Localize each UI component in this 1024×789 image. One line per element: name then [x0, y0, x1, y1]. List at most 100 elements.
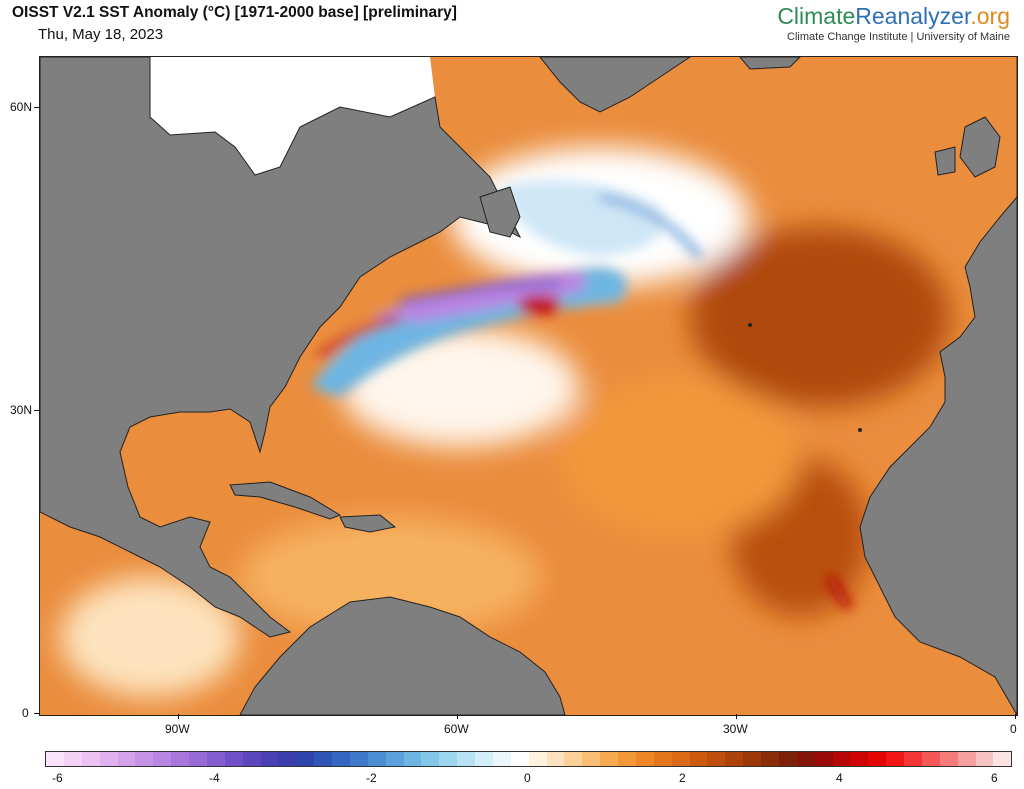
- colorbar-label: 0: [524, 771, 531, 785]
- colorbar-swatch: [725, 752, 744, 766]
- lon-label-30w: 30W: [723, 722, 748, 736]
- colorbar-swatch: [332, 752, 350, 766]
- colorbar-swatch: [832, 752, 851, 766]
- colorbar-swatch: [81, 752, 100, 766]
- colorbar-swatch: [761, 752, 779, 766]
- gulf-stream-anomaly: [310, 180, 854, 611]
- land-iceland: [739, 57, 801, 70]
- colorbar-swatch: [778, 752, 797, 766]
- brand-logo[interactable]: ClimateReanalyzer.org: [777, 3, 1010, 30]
- colorbar-swatch: [99, 752, 118, 766]
- land-greenland: [539, 57, 691, 113]
- canary-islands: [858, 428, 862, 432]
- lon-label-0: 0: [1010, 722, 1017, 736]
- brand-subtitle: Climate Change Institute | University of…: [787, 31, 1010, 43]
- colorbar-swatch: [349, 752, 368, 766]
- colorbar-swatch: [457, 752, 475, 766]
- colorbar-swatch: [886, 752, 904, 766]
- lat-label-60n: 60N: [10, 100, 33, 114]
- lon-label-60w: 60W: [444, 722, 469, 736]
- colorbar-swatch: [63, 752, 82, 766]
- colorbar-swatch: [296, 752, 315, 766]
- colorbar-swatch: [904, 752, 922, 766]
- colorbar-swatch: [153, 752, 172, 766]
- colorbar-swatch: [117, 752, 136, 766]
- land-europe-africa: [859, 57, 1017, 715]
- colorbar-label: -4: [209, 771, 220, 785]
- land-north-america: [40, 57, 522, 638]
- colorbar-swatch: [171, 752, 189, 766]
- brand-part2: Reanalyzer: [855, 3, 971, 29]
- colorbar-swatch: [278, 752, 297, 766]
- map-svg: [40, 57, 1017, 715]
- lon-tick: [736, 714, 737, 719]
- colorbar-swatch: [224, 752, 243, 766]
- colorbar-swatch: [796, 752, 815, 766]
- colorbar-swatch: [868, 752, 887, 766]
- colorbar-swatch: [921, 752, 940, 766]
- lat-label-30n: 30N: [10, 403, 33, 417]
- colorbar-swatch: [260, 752, 279, 766]
- colorbar-swatch: [475, 752, 493, 766]
- land-south-america: [239, 596, 566, 715]
- land-ireland: [934, 146, 956, 176]
- brand-part1: Climate: [777, 3, 856, 29]
- colorbar-swatch: [385, 752, 404, 766]
- colorbar-swatch: [546, 752, 565, 766]
- colorbar-swatch: [492, 752, 511, 766]
- lat-tick: [34, 713, 39, 714]
- colorbar-swatch: [957, 752, 976, 766]
- brand-part3: .org: [970, 3, 1010, 29]
- colorbar-swatch: [242, 752, 261, 766]
- colorbar-swatch: [635, 752, 654, 766]
- colorbar-swatch: [689, 752, 708, 766]
- lon-tick: [178, 714, 179, 719]
- azores: [748, 323, 752, 327]
- colorbar-swatch: [743, 752, 761, 766]
- colorbar-swatch: [367, 752, 386, 766]
- colorbar-swatch: [403, 752, 422, 766]
- lat-tick: [34, 410, 39, 411]
- colorbar-swatch: [189, 752, 207, 766]
- colorbar-swatch: [671, 752, 690, 766]
- colorbar-swatch: [939, 752, 958, 766]
- colorbar-swatch: [421, 752, 440, 766]
- colorbar-label: 4: [836, 771, 843, 785]
- colorbar-label: -2: [366, 771, 377, 785]
- land-hispaniola: [339, 514, 397, 533]
- colorbar-swatch: [814, 752, 833, 766]
- colorbar-label: 2: [679, 771, 686, 785]
- colorbar-swatch: [564, 752, 583, 766]
- colorbar-swatch: [439, 752, 458, 766]
- colorbar: [45, 751, 1012, 767]
- chart-date: Thu, May 18, 2023: [38, 26, 164, 43]
- colorbar-swatch: [618, 752, 636, 766]
- lat-tick: [34, 107, 39, 108]
- colorbar-swatch: [850, 752, 869, 766]
- colorbar-swatch: [653, 752, 672, 766]
- colorbar-swatch: [314, 752, 332, 766]
- ice-region: [150, 57, 435, 175]
- land-british-isles: [959, 116, 1001, 178]
- colorbar-label: -6: [52, 771, 63, 785]
- colorbar-swatch: [206, 752, 225, 766]
- colorbar-swatch: [600, 752, 618, 766]
- colorbar-swatch: [46, 752, 64, 766]
- sst-anomaly-map: [39, 56, 1018, 716]
- colorbar-label: 6: [991, 771, 998, 785]
- anomaly-field: [60, 97, 950, 697]
- colorbar-swatch: [582, 752, 601, 766]
- colorbar-swatch: [510, 752, 529, 766]
- lon-label-90w: 90W: [165, 722, 190, 736]
- colorbar-swatch: [707, 752, 726, 766]
- lat-label-0: 0: [22, 706, 29, 720]
- land-cuba: [229, 481, 342, 520]
- colorbar-swatch: [975, 752, 994, 766]
- land-newfoundland: [479, 186, 521, 238]
- colorbar-swatch: [528, 752, 547, 766]
- lon-tick: [457, 714, 458, 719]
- chart-title: OISST V2.1 SST Anomaly (°C) [1971-2000 b…: [12, 4, 457, 21]
- colorbar-swatch: [993, 752, 1012, 766]
- colorbar-swatch: [135, 752, 154, 766]
- lon-tick: [1015, 714, 1016, 719]
